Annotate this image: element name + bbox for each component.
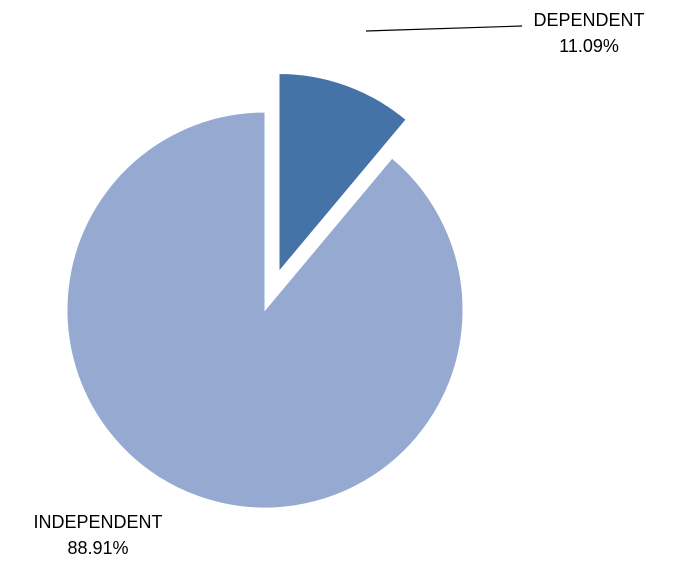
dependent-leader-line bbox=[365, 25, 523, 32]
pie-slices bbox=[66, 72, 464, 509]
independent-percent: 88.91% bbox=[67, 538, 128, 558]
pie-slice-dependent bbox=[278, 72, 407, 273]
dependent-label: DEPENDENT bbox=[533, 10, 644, 30]
dependent-data-label: DEPENDENT 11.09% bbox=[533, 10, 644, 56]
independent-label: INDEPENDENT bbox=[33, 512, 162, 532]
independent-data-label: INDEPENDENT 88.91% bbox=[33, 512, 162, 558]
pie-slice-independent bbox=[66, 111, 464, 509]
dependent-percent: 11.09% bbox=[559, 36, 619, 56]
